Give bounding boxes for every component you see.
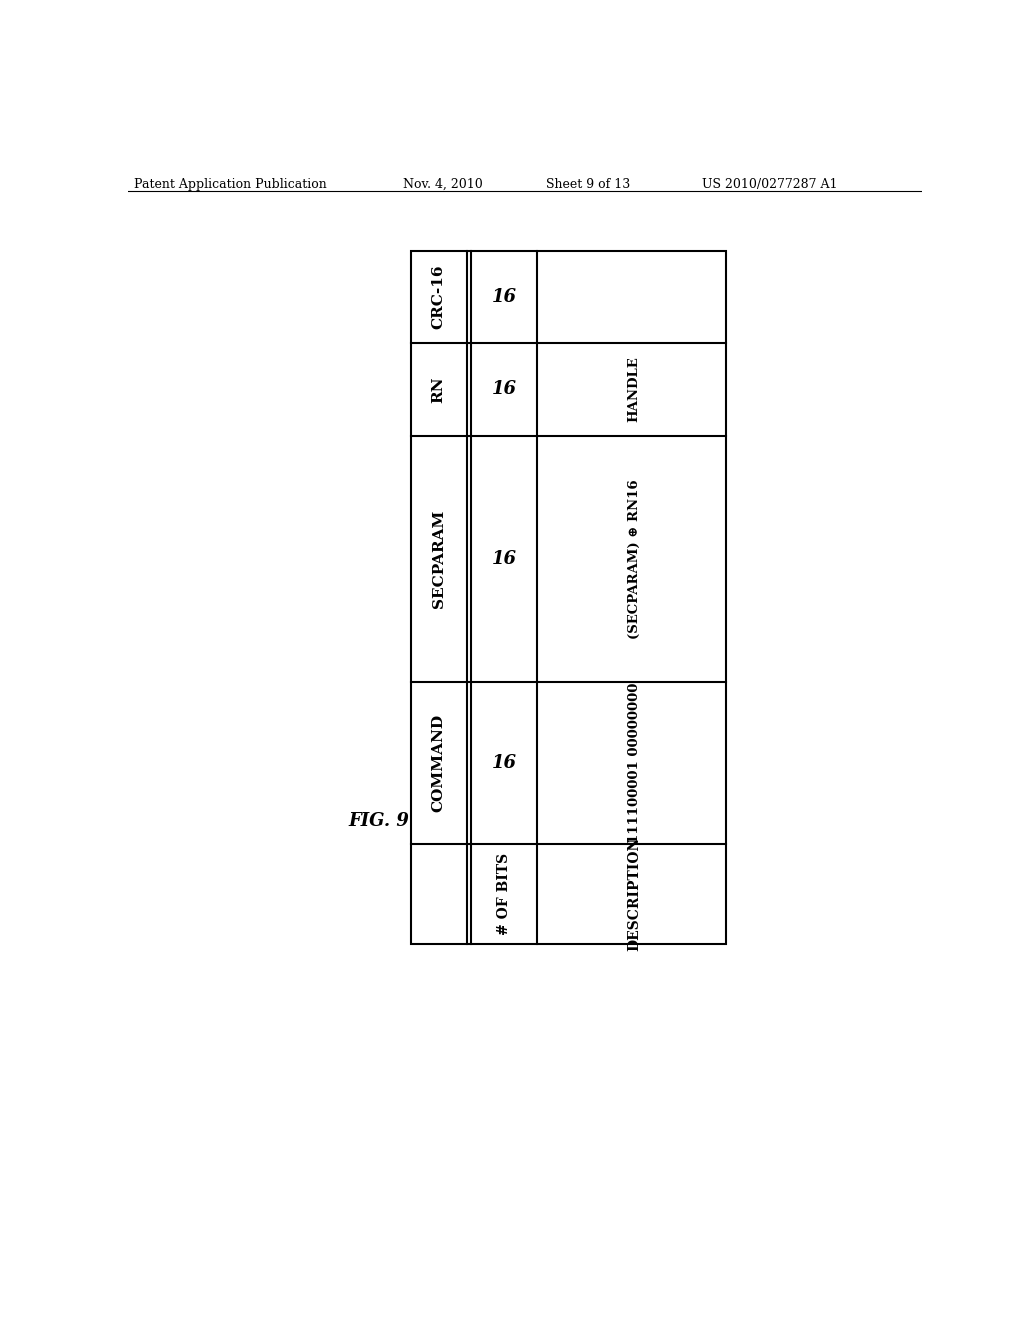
Text: COMMAND: COMMAND <box>432 714 445 812</box>
Text: CRC-16: CRC-16 <box>432 265 445 329</box>
Bar <box>411 251 726 944</box>
Text: US 2010/0277287 A1: US 2010/0277287 A1 <box>701 178 837 190</box>
Text: SECPARAM: SECPARAM <box>432 510 445 609</box>
Text: DESCRIPTION: DESCRIPTION <box>627 837 641 950</box>
Text: HANDLE: HANDLE <box>628 356 641 422</box>
Text: 16: 16 <box>492 550 517 568</box>
Text: RN: RN <box>432 376 445 403</box>
Text: Sheet 9 of 13: Sheet 9 of 13 <box>547 178 631 190</box>
Text: Nov. 4, 2010: Nov. 4, 2010 <box>403 178 483 190</box>
Text: FIG. 9: FIG. 9 <box>349 812 410 829</box>
Text: 16: 16 <box>492 754 517 772</box>
Text: # OF BITS: # OF BITS <box>498 853 511 935</box>
Text: Patent Application Publication: Patent Application Publication <box>134 178 327 190</box>
Text: 111100001 00000000: 111100001 00000000 <box>628 682 641 843</box>
Text: (SECPARAM) ⊕ RN16: (SECPARAM) ⊕ RN16 <box>628 479 641 639</box>
Text: 16: 16 <box>492 380 517 399</box>
Text: 16: 16 <box>492 288 517 306</box>
